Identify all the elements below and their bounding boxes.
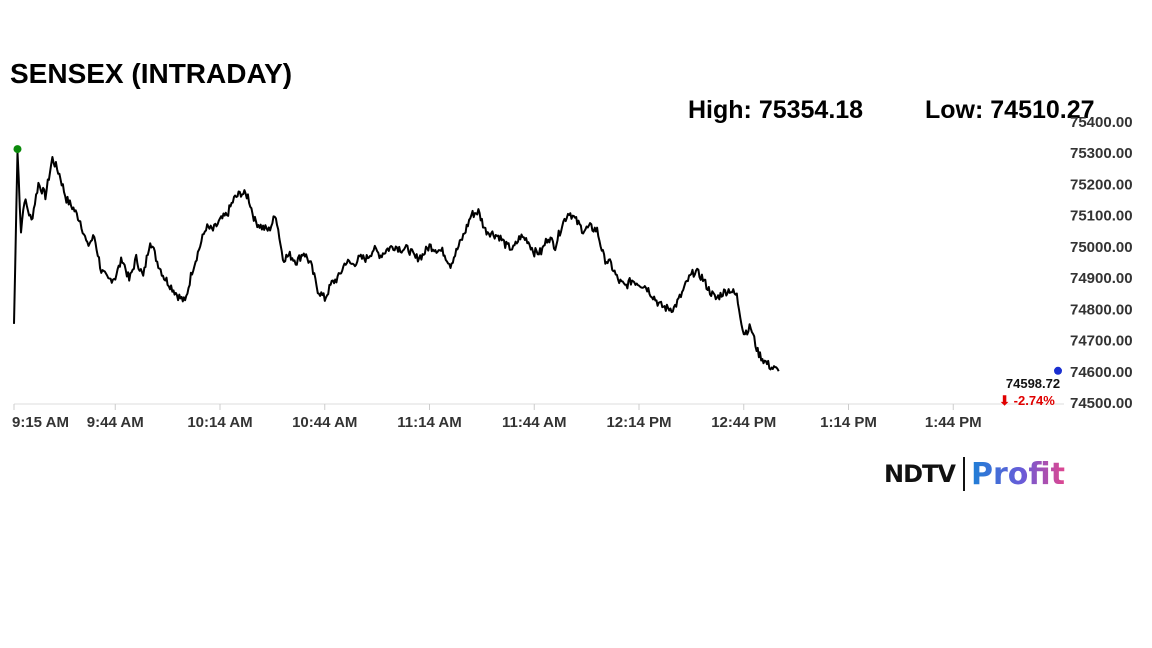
- x-axis: 9:15 AM 9:44 AM 10:14 AM 10:44 AM 11:14 AM 11…: [12, 403, 1064, 431]
- ndtv-profit-logo: NDTV Profit: [884, 456, 1065, 492]
- y-tick-label: 75400.00: [1070, 114, 1133, 131]
- day-high: High: 75354.18: [688, 96, 864, 124]
- change-percent-label: ⬇ -2.74%: [999, 393, 1055, 408]
- chart-title: SENSEX (INTRADAY): [10, 58, 293, 89]
- y-tick-label: 74600.00: [1070, 364, 1133, 381]
- start-marker: [13, 145, 22, 154]
- x-tick-label: 10:14 AM: [187, 414, 252, 431]
- x-tick-label: 1:14 PM: [820, 414, 877, 431]
- x-tick-label: 12:44 PM: [711, 414, 776, 431]
- x-tick-label: 9:15 AM: [12, 414, 69, 431]
- last-value-label: 74598.72: [1006, 376, 1060, 391]
- logo-divider: [962, 457, 965, 491]
- x-tick-label: 12:14 PM: [606, 414, 671, 431]
- y-tick-label: 75200.00: [1070, 176, 1133, 193]
- x-tick-label: 9:44 AM: [87, 414, 144, 431]
- logo-profit-text: Profit: [970, 456, 1065, 492]
- y-tick-label: 75000.00: [1070, 239, 1133, 256]
- x-tick-label: 1:44 PM: [925, 414, 982, 431]
- y-tick-label: 74900.00: [1070, 270, 1133, 287]
- end-marker: [1054, 366, 1062, 375]
- price-line: [13, 151, 780, 372]
- y-tick-label: 74700.00: [1070, 333, 1133, 350]
- y-axis: 75400.00 75300.00 75200.00 75100.00 75000.00…: [1070, 114, 1133, 412]
- y-tick-label: 75100.00: [1070, 208, 1133, 225]
- y-tick-label: 75300.00: [1070, 145, 1133, 162]
- x-tick-label: 11:44 AM: [502, 414, 566, 431]
- x-tick-label: 10:44 AM: [292, 414, 357, 431]
- y-tick-label: 74800.00: [1070, 301, 1133, 318]
- y-tick-label: 74500.00: [1070, 395, 1133, 412]
- logo-ndtv-text: NDTV: [884, 460, 956, 488]
- day-low: Low: 74510.27: [925, 96, 1095, 124]
- x-tick-label: 11:14 AM: [397, 414, 461, 431]
